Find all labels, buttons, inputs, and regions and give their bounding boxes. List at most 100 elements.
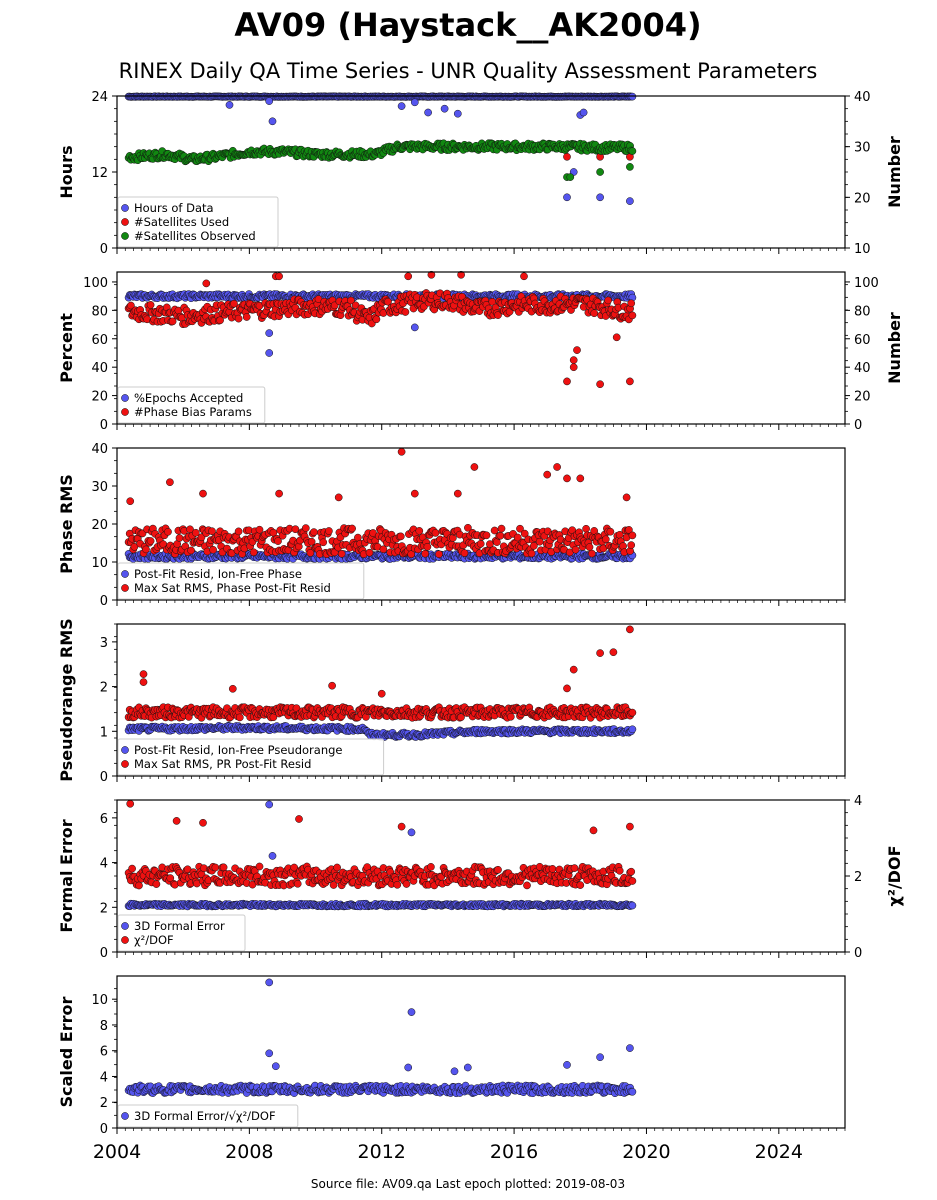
point-red (627, 867, 636, 876)
point-red (482, 531, 491, 540)
point-red (627, 299, 636, 308)
outlier-point-blue (563, 193, 571, 202)
point-red (249, 548, 258, 557)
legend-marker (121, 232, 129, 240)
y2-tick-label: 100 (854, 276, 879, 291)
outlier-point-red (609, 648, 618, 657)
outlier-point-red (543, 470, 552, 479)
panel-5-points (124, 799, 637, 911)
legend-marker (121, 218, 129, 226)
outlier-point-blue (407, 828, 416, 837)
outlier-point-blue (440, 104, 449, 113)
legend-marker (121, 746, 129, 754)
outlier-point-red (553, 463, 561, 471)
point-red (234, 527, 243, 536)
point-red (255, 862, 264, 871)
outlier-point-red (453, 489, 462, 498)
point-red (496, 531, 505, 540)
point-red (628, 708, 637, 717)
outlier-point-red (199, 818, 207, 827)
outlier-point-red (172, 817, 181, 825)
point-red (585, 543, 594, 551)
panel-2-legend: %Epochs Accepted#Phase Bias Params (117, 386, 266, 424)
outlier-point-red (520, 272, 528, 281)
outlier-point-red (397, 822, 406, 831)
outlier-point-red (563, 152, 571, 161)
figure-title: AV09 (Haystack__AK2004) (234, 6, 701, 44)
point-red (427, 863, 435, 871)
outlier-point-red (596, 380, 604, 389)
panel-3-points (124, 447, 637, 563)
point-red (209, 545, 217, 554)
point-red (606, 527, 615, 536)
outlier-point-red (589, 826, 598, 835)
outlier-point-blue (397, 102, 406, 110)
legend-entry: #Phase Bias Params (134, 405, 252, 419)
outlier-point-blue (265, 97, 274, 105)
point-red (187, 546, 195, 555)
y2-axis-label: Number (885, 136, 904, 208)
outlier-point-red (410, 489, 419, 498)
point-red (628, 877, 637, 885)
point-green (628, 147, 637, 155)
outlier-point-red (563, 377, 571, 386)
y-tick-label: 0 (100, 242, 108, 257)
point-red (576, 881, 585, 889)
point-red (601, 535, 610, 544)
point-red (604, 296, 612, 305)
outlier-point-red (126, 799, 135, 808)
point-red (415, 527, 424, 535)
point-red (175, 534, 184, 542)
point-red (396, 532, 405, 541)
point-red (235, 713, 244, 722)
point-red (211, 863, 220, 872)
legend-entry: #Satellites Observed (134, 229, 256, 243)
y-tick-label: 0 (100, 594, 108, 609)
legend-marker (121, 584, 129, 592)
point-red (431, 529, 440, 537)
y-tick-label: 80 (91, 304, 108, 319)
outlier-point-red (569, 363, 578, 372)
panel-2: 020406080100Percent020406080100Number%Ep… (57, 270, 904, 433)
point-red (402, 880, 411, 888)
legend-entry: Hours of Data (134, 201, 214, 215)
outlier-point-blue (265, 329, 274, 337)
y-axis-label: Hours (57, 145, 76, 198)
point-red (310, 528, 318, 536)
point-red (333, 863, 341, 872)
legend-marker (121, 760, 129, 768)
panel-2-points (124, 270, 637, 389)
outlier-point-red (397, 447, 406, 456)
panel-1-points (124, 92, 637, 205)
outlier-point-blue (596, 193, 604, 202)
point-red (506, 712, 515, 721)
outlier-point-red (275, 489, 283, 498)
point-blue (628, 725, 637, 734)
point-red (527, 549, 536, 558)
y-tick-label: 40 (91, 442, 108, 457)
point-red (337, 549, 346, 558)
point-red (365, 548, 374, 557)
outlier-point-red (334, 493, 343, 502)
legend-marker (121, 570, 129, 578)
point-red (494, 865, 502, 874)
outlier-point-red (612, 333, 621, 342)
outlier-point-blue (453, 109, 462, 118)
y2-tick-label: 0 (854, 418, 862, 433)
point-red (242, 313, 251, 321)
outlier-point-blue (410, 98, 419, 107)
point-red (319, 538, 328, 547)
point-red (627, 541, 636, 549)
outlier-point-green (626, 163, 634, 171)
y-tick-label: 12 (91, 166, 108, 181)
point-red (497, 524, 506, 533)
y-tick-label: 20 (91, 518, 108, 533)
outlier-point-red (199, 489, 207, 498)
outlier-point-blue (265, 349, 274, 357)
point-red (146, 537, 155, 545)
y-tick-label: 6 (100, 812, 108, 827)
outlier-point-red (569, 356, 578, 364)
